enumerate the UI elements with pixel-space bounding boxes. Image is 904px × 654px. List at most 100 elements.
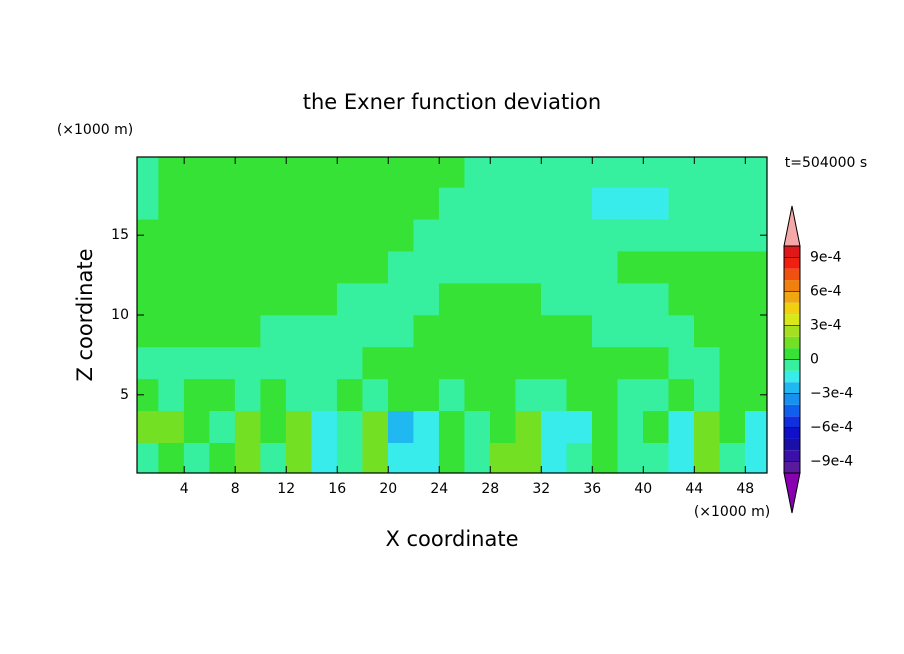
- contour-cell: [234, 314, 262, 348]
- contour-cell: [234, 378, 262, 412]
- contour-cell: [745, 282, 767, 316]
- contour-cell: [489, 314, 517, 348]
- contour-cell: [234, 282, 262, 316]
- contour-cell: [515, 187, 542, 220]
- y-tick-label: 10: [111, 307, 129, 323]
- contour-cell: [234, 442, 262, 473]
- contour-cell: [617, 218, 644, 252]
- colorbar-segment: [784, 382, 800, 394]
- colorbar-segment: [784, 336, 800, 349]
- contour-cell: [617, 442, 644, 473]
- contour-cell: [362, 378, 389, 412]
- contour-field: [137, 157, 767, 473]
- contour-cell: [285, 346, 313, 380]
- contour-cell: [413, 442, 440, 473]
- contour-cell: [438, 410, 466, 443]
- colorbar-segment: [784, 291, 800, 303]
- contour-cell: [668, 187, 695, 220]
- contour-cell: [183, 410, 210, 443]
- colorbar-segment: [784, 314, 800, 326]
- contour-cell: [591, 218, 619, 252]
- contour-cell: [158, 250, 185, 284]
- contour-cell: [464, 250, 491, 284]
- contour-cell: [642, 282, 670, 316]
- colorbar-segment: [784, 268, 800, 281]
- contour-cell: [260, 282, 287, 316]
- contour-cell: [336, 378, 364, 412]
- contour-cell: [158, 314, 185, 348]
- contour-cell: [137, 442, 159, 473]
- contour-cell: [694, 187, 721, 220]
- contour-cell: [566, 346, 593, 380]
- colorbar-segment: [784, 359, 800, 371]
- contour-cell: [183, 218, 210, 252]
- contour-cell: [694, 157, 721, 188]
- colorbar-segment: [784, 257, 800, 269]
- contour-cell: [515, 282, 542, 316]
- contour-cell: [413, 346, 440, 380]
- contour-cell: [464, 442, 491, 473]
- contour-cell: [668, 378, 695, 412]
- contour-cell: [260, 250, 287, 284]
- contour-cell: [209, 314, 236, 348]
- contour-cell: [209, 410, 236, 443]
- contour-cell: [336, 282, 364, 316]
- contour-cell: [566, 157, 593, 188]
- contour-cell: [719, 314, 746, 348]
- colorbar-tick-label: 3e-4: [810, 317, 842, 333]
- contour-cell: [591, 410, 619, 443]
- contour-cell: [642, 410, 670, 443]
- contour-cell: [489, 410, 517, 443]
- colorbar-segment: [784, 461, 800, 473]
- contour-cell: [719, 282, 746, 316]
- contour-cell: [158, 410, 185, 443]
- contour-cell: [566, 187, 593, 220]
- contour-cell: [515, 314, 542, 348]
- contour-cell: [311, 250, 338, 284]
- contour-cell: [137, 378, 159, 412]
- contour-cell: [642, 157, 670, 188]
- contour-cell: [745, 218, 767, 252]
- contour-cell: [438, 442, 466, 473]
- contour-cell: [285, 282, 313, 316]
- colorbar-segment: [784, 393, 800, 405]
- contour-cell: [540, 314, 568, 348]
- contour-cell: [260, 378, 287, 412]
- colorbar-tick-label: −6e-4: [810, 420, 853, 436]
- contour-cell: [464, 346, 491, 380]
- contour-cell: [617, 250, 644, 284]
- x-unit: (×1000 m): [694, 504, 770, 520]
- contour-cell: [540, 250, 568, 284]
- contour-cell: [362, 282, 389, 316]
- contour-cell: [745, 442, 767, 473]
- contour-cell: [668, 346, 695, 380]
- colorbar-segment: [784, 404, 800, 417]
- contour-cell: [209, 442, 236, 473]
- contour-cell: [745, 346, 767, 380]
- contour-cell: [694, 314, 721, 348]
- contour-cell: [719, 218, 746, 252]
- contour-cell: [336, 187, 364, 220]
- contour-cell: [464, 410, 491, 443]
- contour-cell: [591, 346, 619, 380]
- contour-cell: [438, 250, 466, 284]
- contour-cell: [438, 187, 466, 220]
- colorbar-segment: [784, 348, 800, 360]
- contour-cell: [260, 218, 287, 252]
- contour-cell: [642, 250, 670, 284]
- contour-cell: [413, 378, 440, 412]
- contour-cell: [336, 346, 364, 380]
- contour-cell: [694, 282, 721, 316]
- contour-cell: [234, 410, 262, 443]
- contour-cell: [515, 442, 542, 473]
- x-tick-label: 24: [430, 481, 448, 497]
- colorbar-segment: [784, 302, 800, 315]
- contour-cell: [745, 250, 767, 284]
- colorbar-tick-label: 0: [810, 352, 819, 368]
- contour-cell: [387, 250, 415, 284]
- contour-cell: [413, 250, 440, 284]
- contour-cell: [311, 442, 338, 473]
- contour-cell: [438, 346, 466, 380]
- contour-cell: [137, 157, 159, 188]
- contour-cell: [464, 157, 491, 188]
